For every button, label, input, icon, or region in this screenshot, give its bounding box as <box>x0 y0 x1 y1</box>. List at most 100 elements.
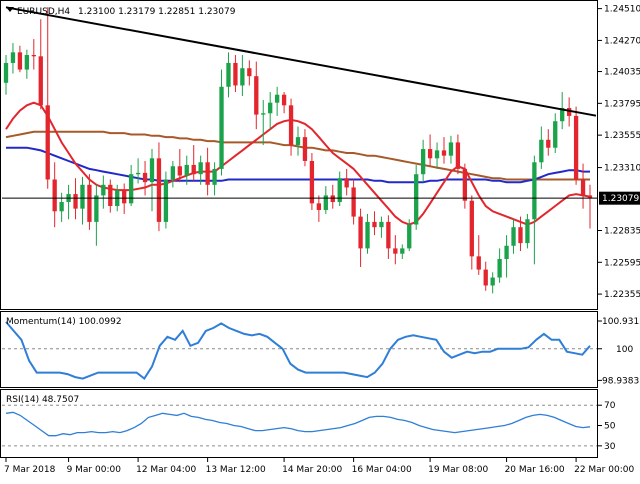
candle-body <box>240 68 244 85</box>
time-tick-label: 7 Mar 2018 <box>4 465 56 475</box>
candle-body <box>39 56 43 105</box>
price-panel: 1.245101.242701.240351.237951.235551.233… <box>1 1 640 310</box>
candle-body <box>497 259 501 278</box>
price-tick-label: 1.24270 <box>604 36 640 46</box>
candle-body <box>178 166 182 175</box>
candle-body <box>289 105 293 145</box>
candle-body <box>87 185 91 222</box>
candle-body <box>504 246 508 259</box>
time-tick-label: 12 Mar 04:00 <box>136 465 196 475</box>
candle-body <box>247 68 251 76</box>
candle-body <box>18 52 22 69</box>
candle-body <box>185 165 189 176</box>
candle-body <box>53 180 57 212</box>
candle-body <box>296 137 300 145</box>
candle-body <box>101 185 105 196</box>
candle-body <box>421 149 425 174</box>
time-tick-label: 20 Mar 16:00 <box>505 465 565 475</box>
candle-body <box>539 140 543 163</box>
candle-body <box>532 162 536 219</box>
price-axis: 1.245101.242701.240351.237951.235551.233… <box>598 5 640 300</box>
candle-body <box>491 278 495 286</box>
candle-body <box>171 166 175 179</box>
candle <box>574 107 578 185</box>
candle-body <box>470 201 474 257</box>
momentum-panel: 100.931210098.9383 Momentum(14) 100.0992 <box>1 312 640 388</box>
candle-body <box>282 95 286 106</box>
candle-body <box>233 63 237 86</box>
candle-body <box>226 63 230 87</box>
candle-body <box>46 105 50 179</box>
price-tick-label: 1.23555 <box>604 131 640 141</box>
price-tick-label: 1.22355 <box>604 290 640 300</box>
candle-body <box>32 55 36 56</box>
candle-body <box>310 161 314 203</box>
candle-body <box>414 174 418 224</box>
rsi-tick-label: 50 <box>604 422 616 432</box>
momentum-tick-label: 100.9312 <box>602 317 640 327</box>
candle-body <box>192 165 196 174</box>
price-tick-label: 1.24035 <box>604 68 640 78</box>
price-tick-label: 1.23795 <box>604 99 640 109</box>
candle-body <box>358 217 362 249</box>
candle-body <box>11 52 15 63</box>
candle-body <box>143 173 147 182</box>
candle-body <box>303 137 307 161</box>
candle-body <box>463 169 467 201</box>
candle-body <box>4 63 8 83</box>
candle-body <box>129 174 133 203</box>
candle-body <box>59 202 63 211</box>
candle-body <box>25 55 29 70</box>
momentum-tick-label: 98.9383 <box>602 376 639 386</box>
candle-body <box>212 169 216 185</box>
candle-body <box>94 195 98 221</box>
candle-body <box>122 190 126 203</box>
candle-body <box>518 227 522 243</box>
current-price-value: 1.23079 <box>602 194 639 204</box>
time-tick-label: 14 Mar 20:00 <box>282 465 342 475</box>
current-price-tag: 1.23079 <box>599 192 640 205</box>
time-tick-label: 13 Mar 12:00 <box>206 465 266 475</box>
rsi-label: RSI(14) 48.7507 <box>6 395 79 405</box>
momentum-axis: 100.9312 100 98.9383 <box>598 317 640 386</box>
candle-body <box>268 103 272 114</box>
candle-body <box>317 203 321 210</box>
candle-body <box>588 195 592 198</box>
price-tick-label: 1.22595 <box>604 258 640 268</box>
price-tick-label: 1.22835 <box>604 227 640 237</box>
momentum-tick-label: 100 <box>616 345 633 355</box>
candle-body <box>407 225 411 249</box>
candle-body <box>219 87 223 169</box>
candle-body <box>136 173 140 174</box>
candle-body <box>199 162 203 174</box>
candle-body <box>73 194 77 209</box>
candle <box>414 165 418 230</box>
price-tick-label: 1.23310 <box>604 164 640 174</box>
candle-body <box>157 158 161 222</box>
candle-body <box>164 180 168 222</box>
candle-body <box>553 121 557 147</box>
candle-body <box>386 222 390 248</box>
candle-body <box>351 187 355 216</box>
rsi-panel-frame <box>1 390 598 458</box>
candle-body <box>254 76 258 114</box>
price-panel-frame <box>1 1 598 310</box>
time-tick-label: 16 Mar 04:00 <box>352 465 412 475</box>
candle-body <box>80 185 84 209</box>
candle-body <box>511 227 515 246</box>
candle-body <box>456 142 460 168</box>
candle-body <box>435 150 439 158</box>
symbol-label: EURUSD,H4 <box>17 7 70 17</box>
candle-body <box>345 178 349 187</box>
time-tick-label: 22 Mar 00:00 <box>574 465 634 475</box>
candle-body <box>581 180 585 196</box>
candle-body <box>484 270 488 286</box>
candle-body <box>525 219 529 243</box>
symbol-header: EURUSD,H4 1.23100 1.23179 1.22851 1.2307… <box>6 7 236 17</box>
candle-body <box>477 256 481 269</box>
candle-body <box>379 222 383 227</box>
